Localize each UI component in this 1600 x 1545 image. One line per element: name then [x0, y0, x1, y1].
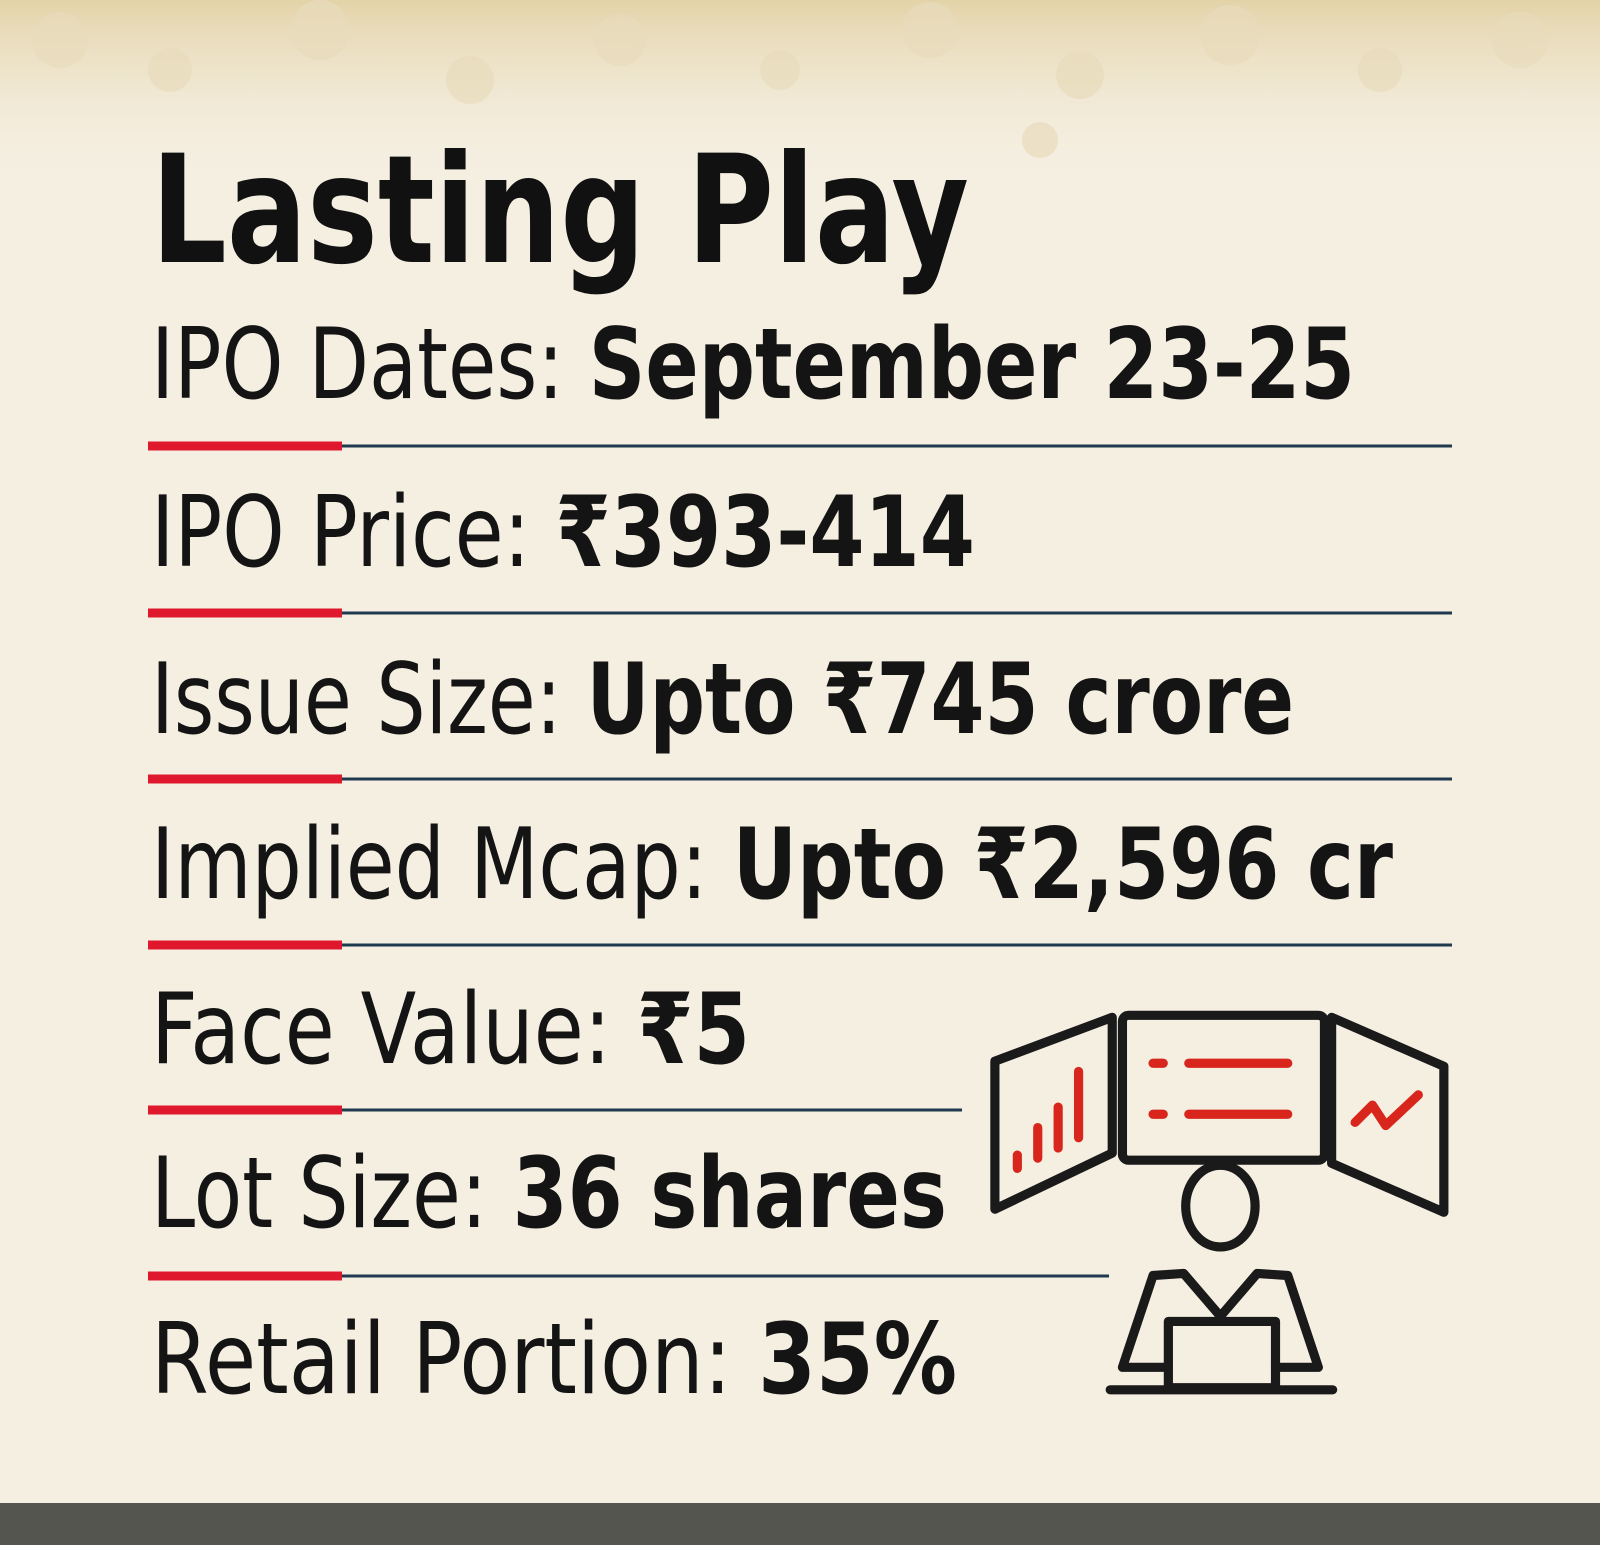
texture-dots [32, 0, 1548, 158]
fact-value: September 23-25 [589, 308, 1355, 422]
fact-value: ₹393-414 [556, 476, 975, 590]
fact-row: IPO Dates: September 23-25 [151, 308, 1355, 422]
fact-label: IPO Price: [151, 476, 530, 590]
fact-row: Issue Size: Upto ₹745 crore [151, 643, 1294, 757]
fact-row: Face Value: ₹5 [151, 973, 750, 1087]
fact-value: Upto ₹745 crore [586, 643, 1294, 757]
title: Lasting Play [151, 124, 969, 298]
fact-row: IPO Price: ₹393-414 [151, 476, 975, 590]
fact-value: ₹5 [637, 973, 750, 1087]
fact-value: Upto ₹2,596 cr [733, 808, 1394, 922]
fact-label: IPO Dates: [151, 308, 564, 422]
texture-band [0, 0, 1600, 190]
fact-row: Implied Mcap: Upto ₹2,596 cr [151, 808, 1394, 922]
fact-label: Face Value: [151, 973, 611, 1087]
fact-label: Retail Portion: [151, 1303, 732, 1417]
fact-label: Implied Mcap: [151, 808, 708, 922]
fact-label: Lot Size: [151, 1137, 487, 1251]
fact-value: 35% [758, 1303, 957, 1417]
footer-bar [0, 1503, 1600, 1545]
analyst-icon [990, 1010, 1449, 1395]
fact-row: Retail Portion: 35% [151, 1303, 957, 1417]
fact-value: 36 shares [513, 1137, 947, 1251]
fact-list: IPO Dates: September 23-25 IPO Price: ₹39… [148, 308, 1452, 1417]
fact-row: Lot Size: 36 shares [151, 1137, 947, 1251]
fact-label: Issue Size: [151, 643, 562, 757]
